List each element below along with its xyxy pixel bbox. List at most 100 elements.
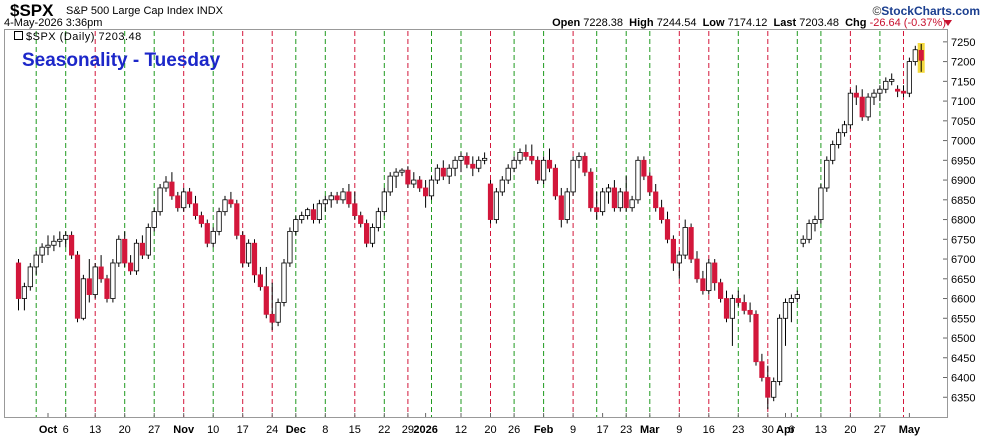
candle-body-down: [529, 155, 535, 161]
candle-body-up: [21, 286, 28, 299]
x-tick-label: 23: [620, 424, 632, 436]
candle-body-down: [918, 49, 924, 61]
candle-body-down: [358, 215, 364, 224]
candle-body-up: [517, 152, 523, 161]
candle-body-up: [63, 234, 69, 240]
candle-body-down: [104, 278, 110, 299]
candle-body-down: [552, 167, 559, 197]
candle-body-down: [346, 191, 352, 205]
candle-body-up: [322, 199, 328, 205]
low-value: 7174.12: [727, 17, 768, 29]
candle-body-down: [700, 278, 706, 292]
y-tick-label: 7100: [951, 96, 975, 108]
y-tick-label: 6350: [951, 392, 975, 404]
candle-body-down: [263, 286, 269, 315]
candle-body-down: [582, 155, 588, 173]
candle-body-up: [836, 132, 842, 145]
candle-body-up: [570, 159, 576, 193]
candle-body-up: [788, 298, 795, 303]
candle-body-down: [422, 187, 429, 197]
candle-body-up: [304, 209, 311, 217]
candle-body-up: [605, 187, 612, 193]
candle-body-up: [340, 191, 346, 201]
y-tick-label: 6600: [951, 294, 975, 306]
x-tick-label: 27: [148, 424, 160, 436]
candle-body-down: [688, 227, 694, 260]
candle-body-down: [169, 181, 175, 197]
y-tick-label: 7250: [951, 37, 975, 49]
candle-body-up: [812, 219, 818, 224]
candle-body-up: [481, 157, 488, 161]
candle-body-up: [499, 179, 505, 193]
y-tick-label: 6850: [951, 195, 975, 207]
candle-body-up: [458, 155, 464, 161]
x-tick-label: 20: [119, 424, 131, 436]
candle-body-up: [151, 211, 157, 228]
candle-body-down: [192, 203, 199, 217]
candle-body-down: [670, 238, 677, 264]
candle-body-down: [186, 191, 193, 205]
candle-body-down: [69, 234, 75, 256]
candle-body-up: [629, 199, 635, 209]
candle-body-down: [228, 199, 234, 205]
x-tick-label: Nov: [173, 424, 195, 436]
exchange: INDX: [196, 5, 223, 17]
brand-watermark[interactable]: ©StockCharts.com: [872, 4, 980, 18]
candle-body-down: [363, 223, 370, 244]
candle-body-up: [889, 78, 895, 82]
candle-body-up: [800, 238, 806, 244]
x-tick-label: 22: [378, 424, 390, 436]
candle-body-down: [204, 223, 210, 244]
ohlc-readout: Open 7228.38 High 7244.54 Low 7174.12 La…: [552, 17, 946, 29]
candle-body-up: [676, 254, 682, 264]
candle-body-up: [393, 171, 399, 177]
x-tick-label: 20: [844, 424, 856, 436]
y-tick-label: 6700: [951, 254, 975, 266]
candle-body-down: [664, 219, 671, 240]
candle-body-down: [641, 159, 647, 177]
candle-body-up: [245, 242, 252, 264]
x-tick-label: Mar: [640, 424, 660, 436]
x-tick-label: 30: [762, 424, 774, 436]
chart-frame: [4, 29, 948, 418]
candle-body-down: [694, 258, 700, 280]
candle-body-up: [912, 49, 918, 62]
y-tick-label: 6550: [951, 313, 975, 325]
candle-body-down: [653, 191, 659, 209]
symbol-description: S&P 500 Large Cap Index INDX: [66, 5, 223, 17]
x-tick-label: 26: [508, 424, 520, 436]
candle-body-down: [611, 187, 618, 209]
y-tick-label: 7200: [951, 57, 975, 69]
candle-body-up: [883, 80, 889, 90]
candle-body-down: [753, 313, 759, 363]
candle-body-up: [57, 238, 63, 242]
x-tick-label: 2026: [413, 424, 437, 436]
candle-body-down: [487, 183, 494, 220]
candle-body-down: [900, 90, 907, 94]
y-tick-label: 7050: [951, 116, 975, 128]
candle-body-down: [269, 313, 275, 323]
candle-body-down: [895, 88, 901, 92]
candle-body-up: [794, 294, 800, 299]
candle-body-up: [293, 219, 299, 232]
candle-body-down: [747, 309, 753, 315]
candle-body-up: [452, 159, 458, 169]
chg-value: -26.64 (-0.37%): [869, 17, 946, 29]
x-tick-label: 13: [815, 424, 827, 436]
candle-body-down: [251, 242, 258, 276]
y-tick-label: 6500: [951, 333, 975, 345]
candle-body-down: [712, 262, 718, 284]
open-value: 7228.38: [583, 17, 624, 29]
candle-body-up: [428, 179, 435, 197]
candle-body-down: [659, 207, 665, 220]
candle-body-up: [576, 155, 582, 161]
copyright-symbol: ©: [872, 4, 882, 18]
x-tick-label: Dec: [286, 424, 306, 436]
candle-body-up: [824, 159, 830, 189]
candle-body-up: [399, 169, 405, 173]
last-value: 7203.48: [799, 17, 839, 29]
candle-body-down: [334, 195, 340, 201]
candle-body-down: [741, 302, 747, 311]
candle-body-down: [240, 234, 246, 264]
